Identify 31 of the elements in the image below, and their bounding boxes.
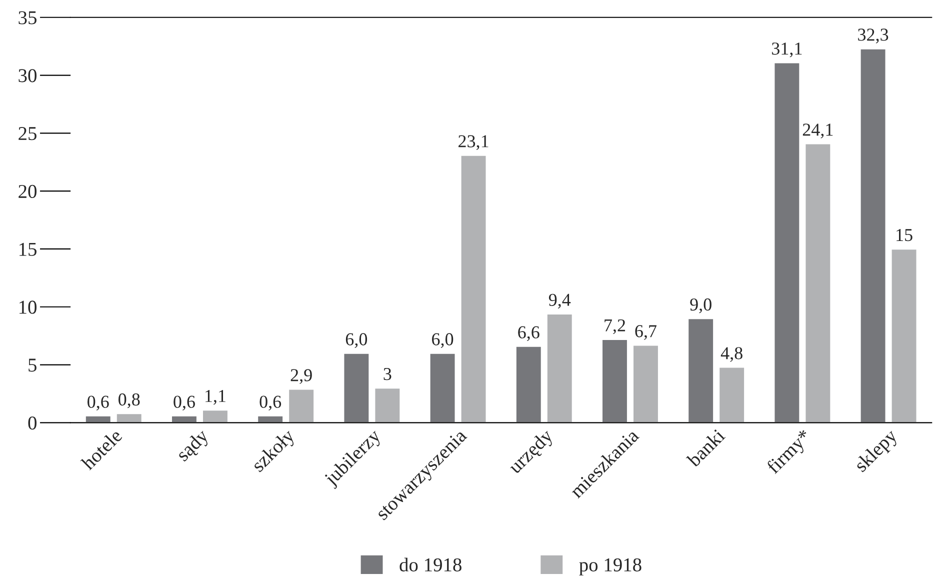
- data-label: 6,0: [432, 333, 454, 348]
- data-label: 3: [384, 368, 392, 380]
- data-label: 0,6: [174, 396, 195, 410]
- y-tick-label: 25: [18, 127, 36, 140]
- y-tick-label: 10: [20, 300, 36, 314]
- data-label: 9,0: [690, 298, 712, 314]
- data-label: 32,3: [858, 28, 888, 44]
- legend-label: po 1918: [579, 558, 642, 576]
- data-label: 31,1: [772, 42, 802, 58]
- y-tick-label: 30: [18, 69, 36, 82]
- x-tick-label: sądy: [175, 428, 212, 465]
- data-label: 0,8: [118, 393, 140, 408]
- y-tick-label: 20: [18, 184, 36, 198]
- data-label: 2,9: [290, 369, 312, 384]
- y-tick-label: 0: [28, 416, 36, 430]
- data-label: 9,4: [548, 294, 571, 309]
- data-label: 7,2: [604, 319, 626, 334]
- data-label: 4,8: [720, 347, 742, 362]
- data-label: 6,0: [346, 333, 368, 348]
- data-label: 1,1: [206, 390, 226, 405]
- data-label: 6,6: [518, 326, 540, 342]
- y-tick-label: 15: [20, 242, 36, 256]
- data-label: 23,1: [458, 135, 488, 150]
- data-label: 15: [896, 229, 912, 242]
- data-label: 0,6: [260, 396, 282, 410]
- data-label: 6,7: [635, 325, 656, 340]
- data-label: 0,6: [88, 396, 109, 410]
- legend-label: do 1918: [400, 558, 462, 572]
- y-tick-label: 5: [28, 358, 36, 372]
- data-label: 24,1: [802, 124, 833, 138]
- y-tick-label: 35: [18, 11, 36, 24]
